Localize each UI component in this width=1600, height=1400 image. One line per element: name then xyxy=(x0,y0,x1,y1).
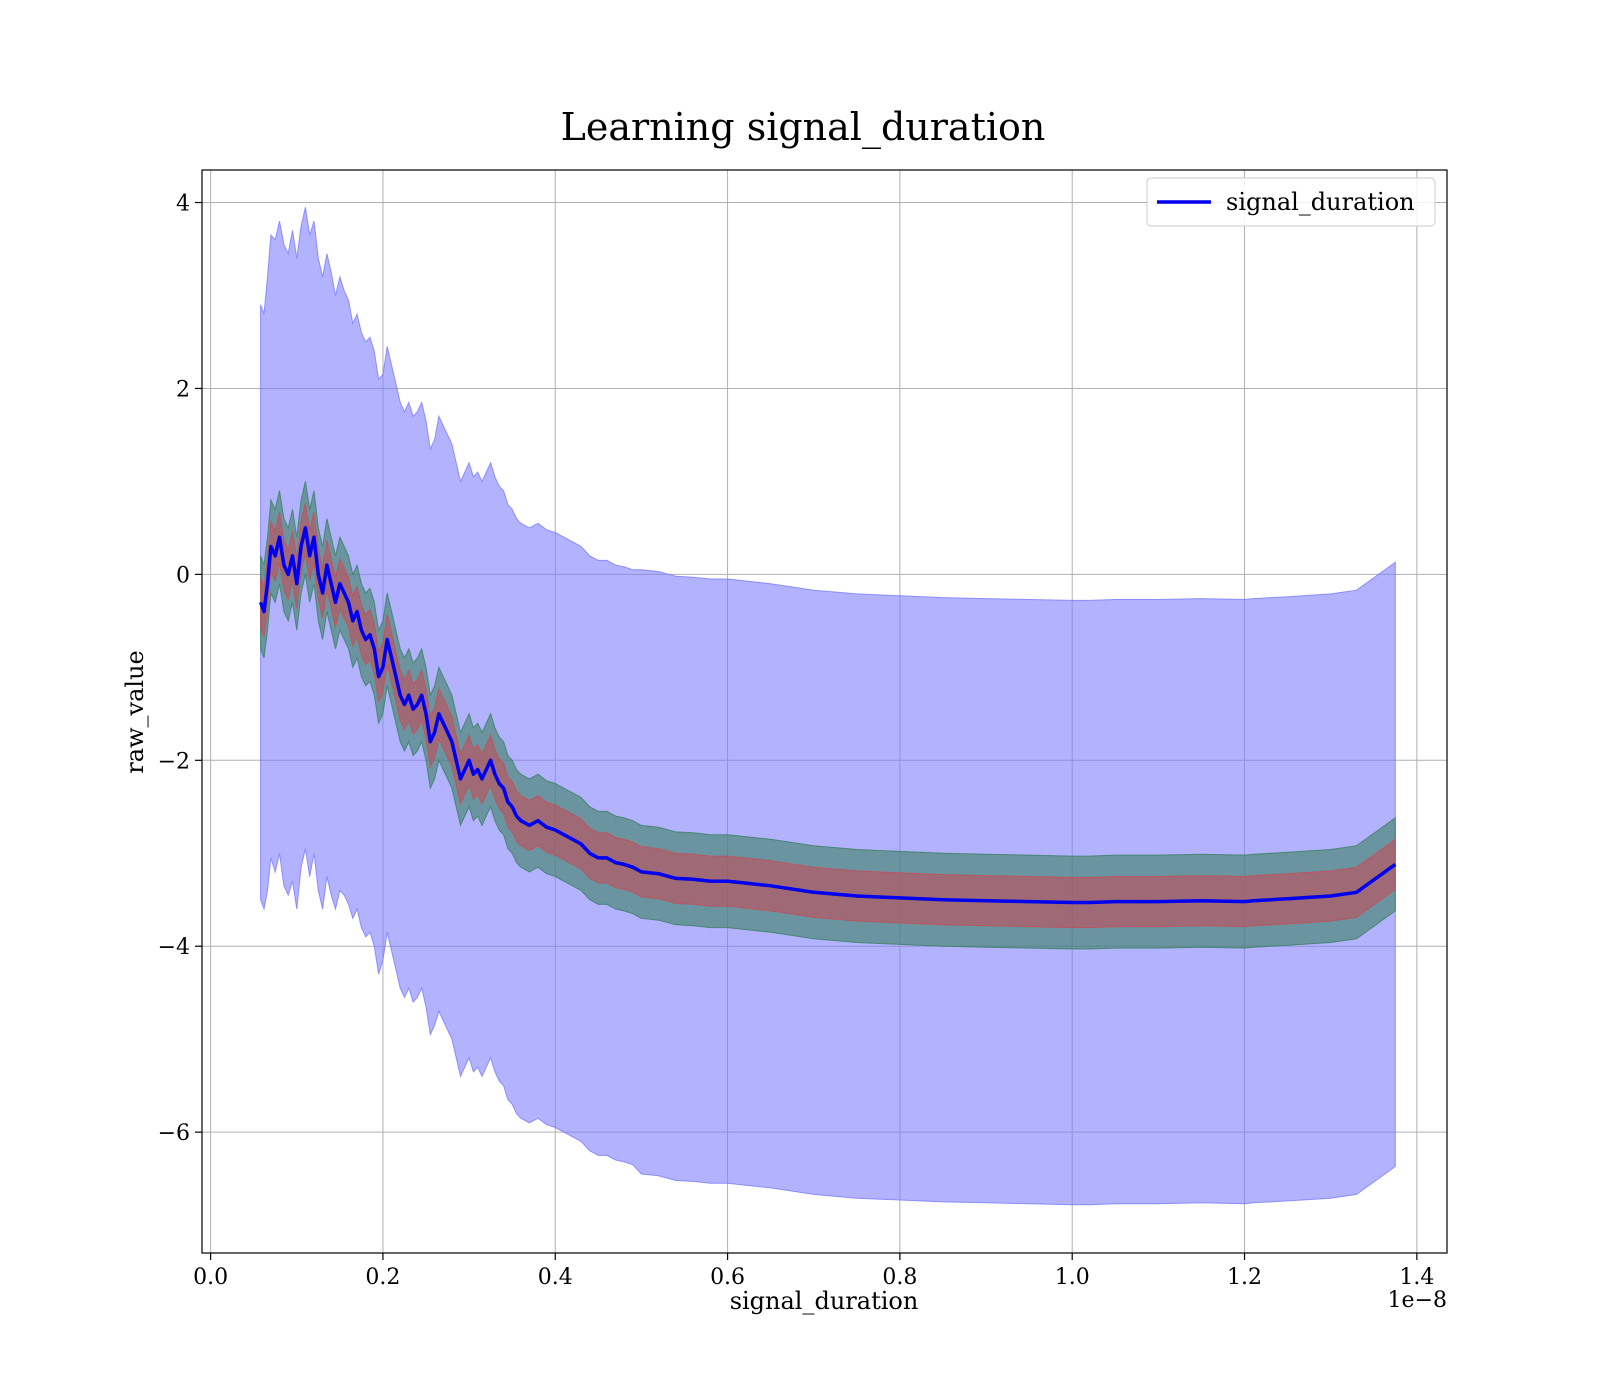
y-axis-ticks: 4 2 0 −2 −4 −6 xyxy=(158,192,202,1146)
y-tick-label: −2 xyxy=(158,749,190,774)
legend-box xyxy=(1146,177,1436,227)
series-line-signal-duration xyxy=(258,526,1397,905)
confidence-bands xyxy=(260,207,1396,1206)
y-tick-label: 4 xyxy=(176,192,190,217)
x-tick-label: 0.4 xyxy=(538,1265,573,1290)
x-tick-label: 0.8 xyxy=(882,1265,917,1290)
y-tick-label: −4 xyxy=(158,935,190,960)
y-axis-label: raw_value xyxy=(121,650,149,774)
legend: signal_duration xyxy=(1146,177,1436,227)
x-tick-label: 1.4 xyxy=(1399,1265,1434,1290)
y-tick-label: 2 xyxy=(176,377,190,402)
plot-frame xyxy=(201,169,1448,1254)
x-axis-label: signal_duration xyxy=(730,1287,919,1315)
x-tick-label: 0.2 xyxy=(365,1265,400,1290)
x-tick-label: 1.0 xyxy=(1055,1265,1090,1290)
chart-title: Learning signal_duration xyxy=(561,105,1046,150)
y-tick-label: −6 xyxy=(158,1121,190,1146)
x-axis-offset-text: 1e−8 xyxy=(1388,1288,1447,1313)
x-tick-label: 0.6 xyxy=(710,1265,745,1290)
band-2 xyxy=(260,502,1396,929)
band-0 xyxy=(260,207,1396,1206)
x-tick-label: 1.2 xyxy=(1227,1265,1262,1290)
x-axis-ticks: 0.0 0.2 0.4 0.6 0.8 1.0 1.2 1.4 xyxy=(193,1253,1434,1290)
legend-label-signal-duration: signal_duration xyxy=(1226,188,1415,216)
x-tick-label: 0.0 xyxy=(193,1265,228,1290)
y-tick-label: 0 xyxy=(176,563,190,588)
